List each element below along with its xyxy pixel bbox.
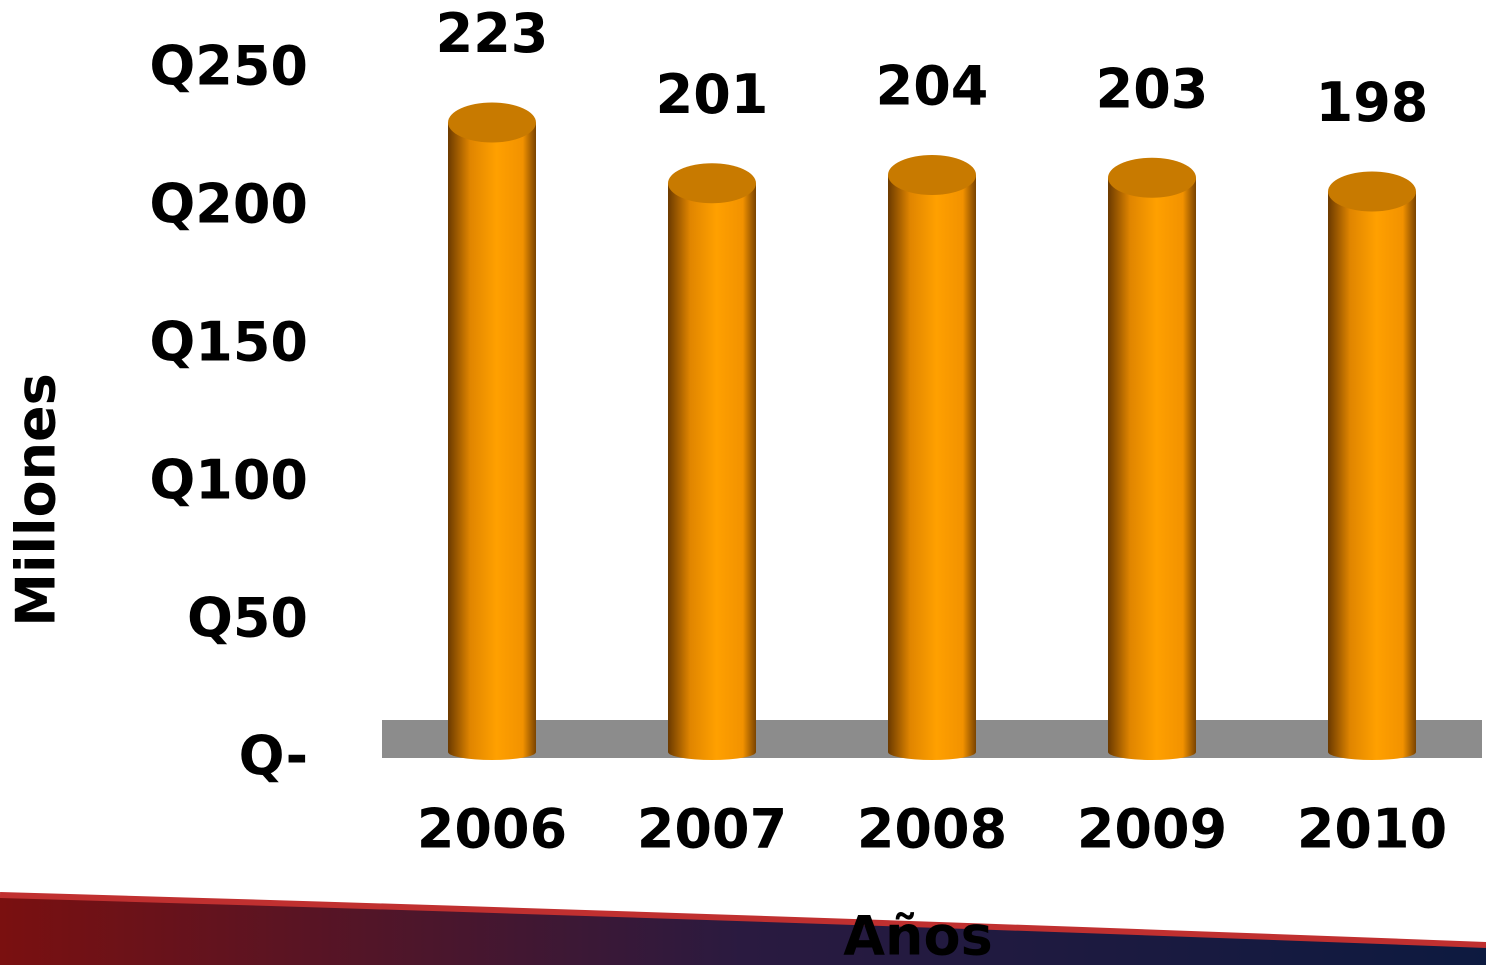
x-tick-label: 2010 xyxy=(1297,798,1447,861)
bar xyxy=(888,174,976,752)
bar xyxy=(1108,177,1196,753)
bar-base xyxy=(1328,744,1416,760)
bar-top xyxy=(1108,157,1196,198)
bar-top xyxy=(668,163,756,204)
footer-line xyxy=(0,892,1486,948)
y-tick-label: Q50 xyxy=(187,587,308,650)
value-label: 203 xyxy=(1096,57,1209,120)
bar-top xyxy=(888,154,976,195)
value-label: 201 xyxy=(656,63,769,126)
x-tick-label: 2006 xyxy=(417,798,567,861)
bar-top xyxy=(448,102,536,143)
bar-base xyxy=(448,744,536,760)
value-label: 204 xyxy=(876,55,989,118)
y-tick-label: Q150 xyxy=(149,311,308,374)
y-tick-label: Q200 xyxy=(149,173,308,236)
y-tick-label: Q250 xyxy=(149,35,308,98)
bar-base xyxy=(668,744,756,760)
x-tick-label: 2008 xyxy=(857,798,1007,861)
x-tick-label: 2007 xyxy=(637,798,787,861)
bar xyxy=(668,183,756,753)
value-label: 223 xyxy=(436,2,549,65)
bar-base xyxy=(1108,744,1196,760)
x-axis-label: Años xyxy=(843,905,992,965)
bar xyxy=(1328,191,1416,752)
bar-base xyxy=(888,744,976,760)
bar xyxy=(448,122,536,752)
x-tick-label: 2009 xyxy=(1077,798,1227,861)
y-tick-label: Q- xyxy=(239,725,308,788)
y-tick-label: Q100 xyxy=(149,449,308,512)
bar-top xyxy=(1328,171,1416,212)
value-label: 198 xyxy=(1316,71,1429,134)
y-axis-label: Millones xyxy=(5,373,68,627)
footer-band xyxy=(0,895,1486,965)
